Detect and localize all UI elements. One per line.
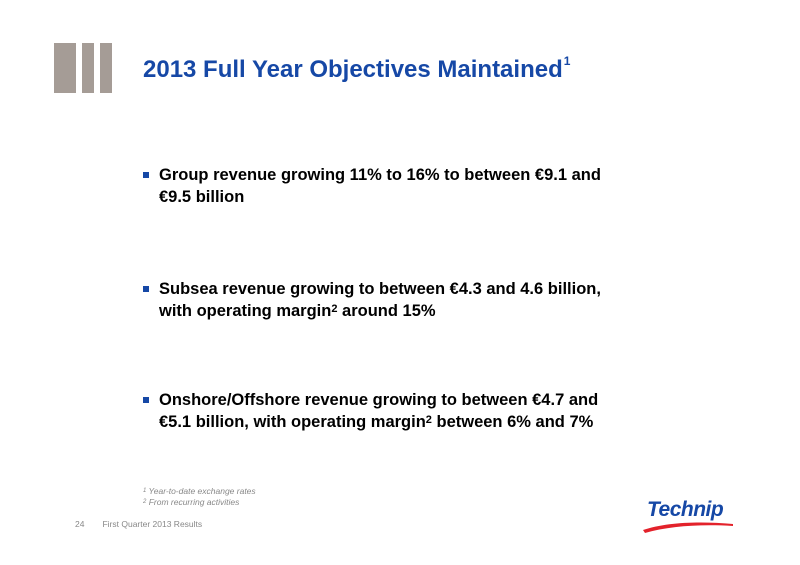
footnote-1: 1 Year-to-date exchange rates: [143, 486, 256, 497]
bullet-line-2: €9.5 billion: [159, 188, 245, 206]
footnote-ref: 2: [331, 303, 338, 315]
bullet-subsea-revenue: Subsea revenue growing to between €4.3 a…: [143, 278, 623, 322]
bullet-square-icon: [143, 397, 149, 403]
bullet-line-2a: with operating margin: [159, 302, 332, 320]
logo-wordmark: Technip: [647, 498, 724, 521]
technip-logo: Technip: [641, 498, 737, 533]
footnotes: 1 Year-to-date exchange rates 2 From rec…: [143, 486, 256, 508]
bullet-line-1: Group revenue growing 11% to 16% to betw…: [159, 166, 601, 184]
bullet-square-icon: [143, 172, 149, 178]
footnote-text: Year-to-date exchange rates: [146, 486, 256, 496]
bullet-onshore-offshore-revenue: Onshore/Offshore revenue growing to betw…: [143, 389, 623, 433]
page-title: 2013 Full Year Objectives Maintained1: [143, 54, 571, 84]
footnote-number: 1: [143, 488, 147, 494]
footnote-text: From recurring activities: [146, 497, 240, 507]
footnote-ref: 2: [425, 414, 432, 426]
bullet-text: Group revenue growing 11% to 16% to betw…: [159, 164, 623, 208]
bullet-line-2a: €5.1 billion, with operating margin: [159, 413, 426, 431]
decorative-bars-icon: [54, 43, 120, 93]
bullet-line-1: Subsea revenue growing to between €4.3 a…: [159, 280, 601, 298]
footnote-number: 2: [143, 499, 147, 505]
logo-swoosh-icon: [643, 522, 733, 533]
bullet-line-1: Onshore/Offshore revenue growing to betw…: [159, 391, 599, 409]
bullet-text: Subsea revenue growing to between €4.3 a…: [159, 278, 623, 322]
footnote-2: 2 From recurring activities: [143, 497, 256, 508]
bullet-line-2b: around 15%: [337, 302, 436, 320]
bullet-text: Onshore/Offshore revenue growing to betw…: [159, 389, 623, 433]
bullet-line-2b: between 6% and 7%: [431, 413, 594, 431]
title-text: 2013 Full Year Objectives Maintained: [143, 56, 563, 83]
slide-footer: 24 First Quarter 2013 Results: [75, 519, 202, 529]
page-number: 24: [75, 519, 85, 529]
bullet-square-icon: [143, 286, 149, 292]
bullet-group-revenue: Group revenue growing 11% to 16% to betw…: [143, 164, 623, 208]
footer-label: First Quarter 2013 Results: [102, 519, 203, 529]
title-footnote-ref: 1: [563, 54, 571, 68]
